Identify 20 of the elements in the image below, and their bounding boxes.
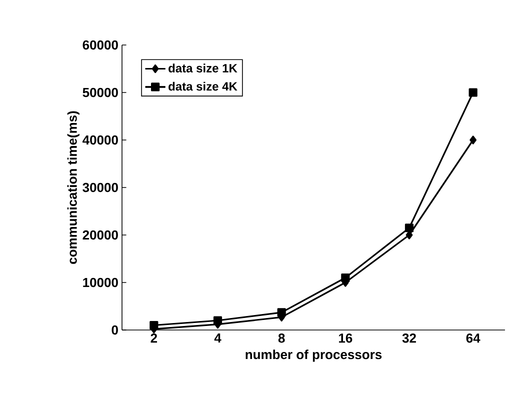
y-tick-label: 10000 <box>83 278 118 288</box>
point <box>468 88 478 97</box>
x-tick-label: 2 <box>150 334 158 343</box>
y-tick-label: 40000 <box>82 135 118 145</box>
y-tick-label: 20000 <box>82 230 118 240</box>
y-axis-title: communication time(ms) <box>67 111 80 264</box>
y-tick-label: 0 <box>112 325 118 335</box>
x-tick-label: 4 <box>214 334 222 342</box>
y-tick-label: 60000 <box>82 40 118 50</box>
y-tick-label: 50000 <box>82 88 118 98</box>
x-tick-label: 32 <box>402 334 416 343</box>
legend-label: data size 1K <box>168 64 238 72</box>
legend-label: data size 4K <box>168 82 238 91</box>
point <box>470 136 477 144</box>
point <box>404 224 414 232</box>
y-tick-label: 30000 <box>82 182 118 192</box>
x-tick-label: 64 <box>466 334 480 343</box>
x-tick-label: 16 <box>339 334 352 343</box>
x-tick-label: 8 <box>278 334 285 343</box>
x-axis-title: number of processors <box>246 350 382 362</box>
